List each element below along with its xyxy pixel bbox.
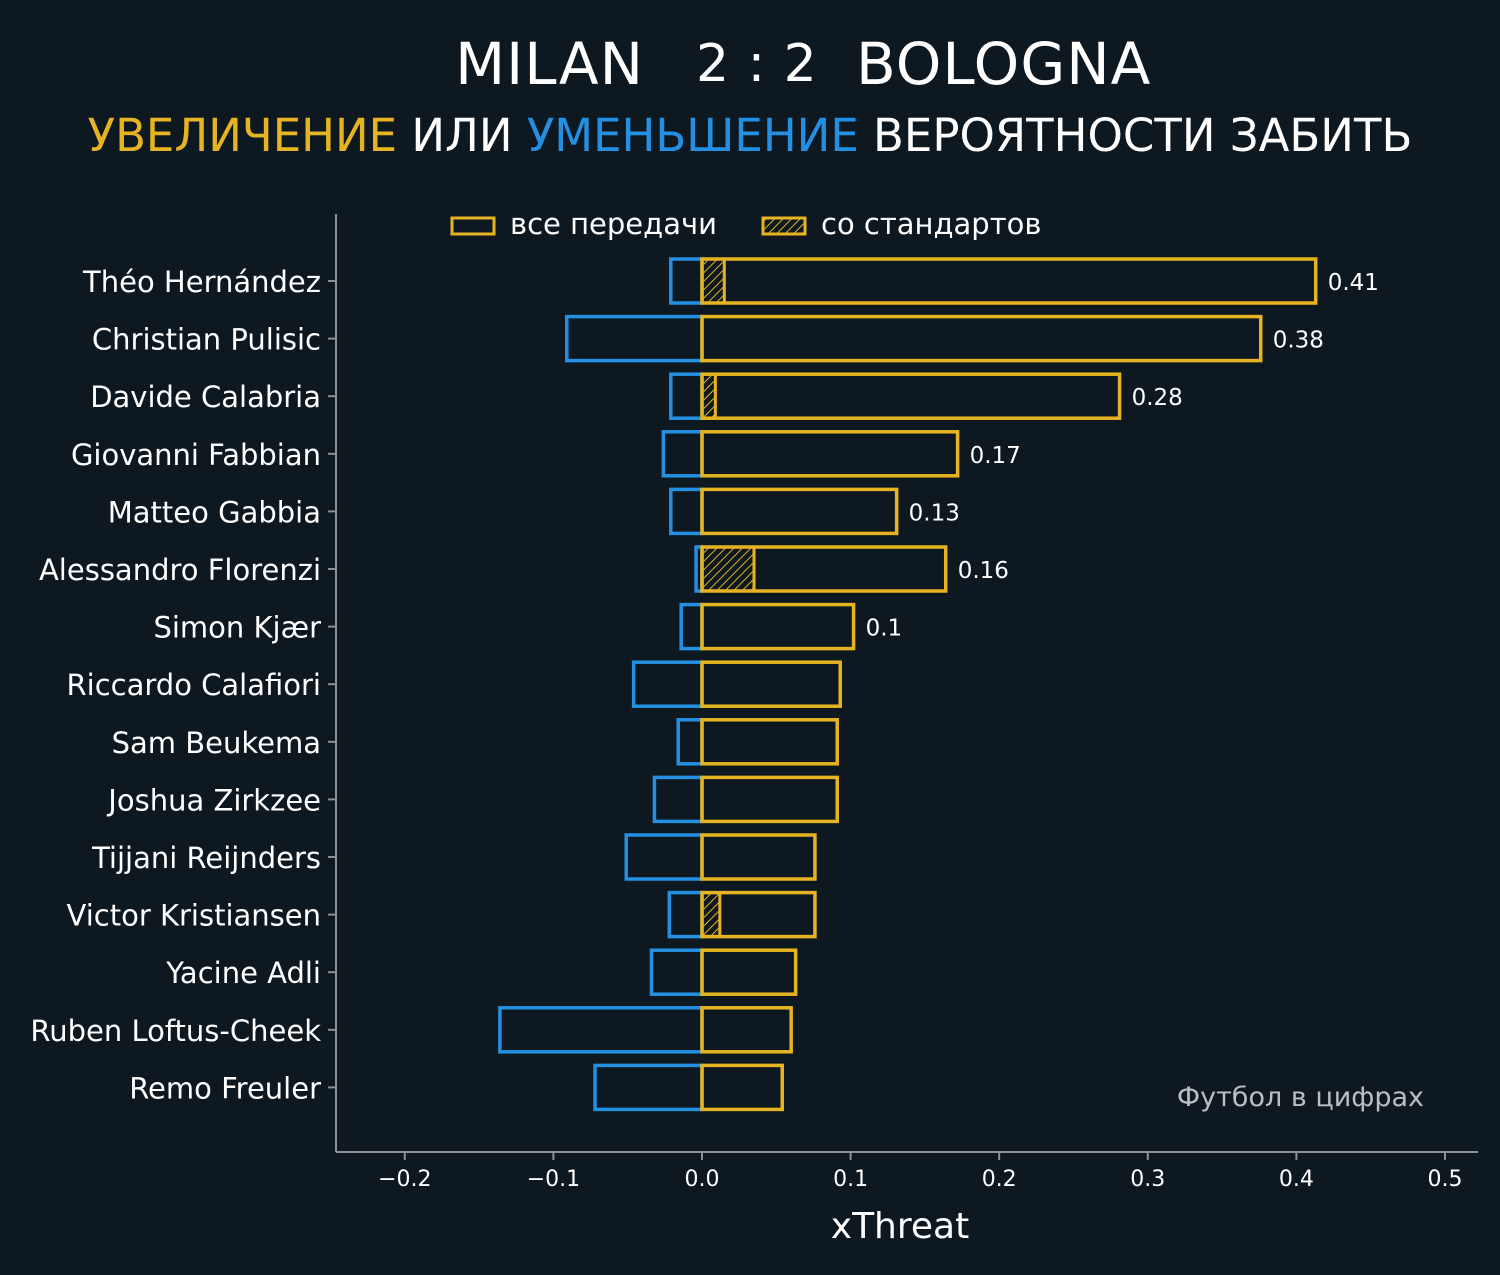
x-tick-label: 0.1: [833, 1167, 868, 1192]
increase-bar: [700, 430, 960, 478]
decrease-bar: [669, 372, 704, 420]
increase-bar: [700, 948, 798, 996]
decrease-bar: [669, 487, 704, 536]
decrease-bar: [652, 775, 704, 824]
increase-bar: [700, 1006, 793, 1054]
x-tick-label: 0.2: [982, 1167, 1017, 1192]
set-piece-bar: [700, 372, 717, 420]
subtitle-decrease: УМЕНЬШЕНИЕ: [526, 109, 859, 162]
decrease-bar: [667, 890, 704, 939]
player-label: Remo Freuler: [129, 1071, 321, 1105]
increase-bar: [700, 314, 1263, 363]
x-axis-label: xThreat: [831, 1206, 969, 1247]
player-label: Christian Pulisic: [92, 323, 321, 357]
player-label: Alessandro Florenzi: [39, 553, 321, 587]
player-label: Matteo Gabbia: [108, 495, 321, 529]
player-label: Tijjani Reijnders: [91, 841, 321, 875]
legend-label-set-pieces: со стандартов: [821, 207, 1041, 241]
x-tick-label: −0.2: [378, 1167, 431, 1192]
player-label: Giovanni Fabbian: [71, 438, 321, 472]
subtitle-rest: ВЕРОЯТНОСТИ ЗАБИТЬ: [858, 109, 1413, 162]
chart-bars: [498, 257, 1318, 1112]
player-label: Théo Hernández: [82, 265, 321, 299]
decrease-bar: [498, 1006, 704, 1054]
increase-bar: [700, 833, 817, 881]
x-tick-label: 0.0: [685, 1167, 720, 1192]
player-label: Davide Calabria: [90, 380, 321, 414]
decrease-bar: [676, 718, 704, 766]
increase-bar: [700, 545, 948, 593]
player-label: Ruben Loftus-Cheek: [30, 1014, 321, 1048]
subtitle-or: ИЛИ: [397, 109, 527, 162]
value-label: 0.1: [866, 616, 903, 642]
increase-bar: [700, 602, 856, 651]
set-piece-bar: [700, 891, 722, 939]
value-label: 0.28: [1132, 385, 1183, 411]
home-team: MILAN: [455, 30, 644, 98]
decrease-bar: [661, 430, 704, 478]
player-label: Riccardo Calafiori: [67, 668, 322, 702]
x-tick-label: −0.1: [527, 1167, 580, 1192]
chart-axes: −0.2 −0.1 0.0 0.1 0.2 0.3 0.4 0.5: [328, 214, 1478, 1192]
decrease-bar: [565, 314, 704, 363]
increase-bar: [700, 718, 839, 766]
decrease-bar: [593, 1063, 704, 1112]
value-label: 0.41: [1328, 270, 1379, 296]
chart-labels: Théo Hernández 0.41 Christian Pulisic 0.38 D…: [30, 265, 1379, 1105]
x-tick-label: 0.3: [1130, 1167, 1165, 1192]
set-piece-bar: [700, 545, 756, 593]
increase-bar: [700, 890, 817, 939]
increase-bar: [700, 775, 839, 824]
chart-subtitle: УВЕЛИЧЕНИЕ ИЛИ УМЕНЬШЕНИЕ ВЕРОЯТНОСТИ ЗА…: [0, 106, 1500, 166]
legend-swatch-hatched: [761, 216, 807, 236]
subtitle-increase: УВЕЛИЧЕНИЕ: [87, 109, 398, 162]
decrease-bar: [631, 660, 704, 708]
match-score: 2 : 2: [696, 34, 818, 94]
increase-bar: [700, 1063, 784, 1112]
value-label: 0.16: [958, 558, 1009, 584]
value-label: 0.38: [1273, 328, 1324, 354]
x-tick-label: 0.5: [1428, 1167, 1463, 1192]
decrease-bar: [624, 833, 704, 881]
decrease-bar: [649, 948, 704, 996]
increase-bar: [700, 257, 1318, 305]
player-label: Joshua Zirkzee: [106, 783, 321, 817]
player-label: Victor Kristiansen: [67, 899, 321, 933]
increase-bar: [700, 372, 1122, 420]
away-team: BOLOGNA: [856, 30, 1152, 98]
legend-swatch-outline: [450, 216, 496, 236]
increase-bar: [700, 660, 842, 708]
set-piece-bar: [700, 257, 726, 305]
player-label: Simon Kjær: [153, 611, 321, 645]
value-label: 0.17: [970, 443, 1021, 469]
chart-legend: все передачи со стандартов: [450, 207, 1041, 241]
x-tick-label: 0.4: [1279, 1167, 1314, 1192]
legend-label-all-passes: все передачи: [510, 207, 717, 241]
watermark: Футбол в цифрах: [1177, 1082, 1424, 1113]
player-label: Yacine Adli: [165, 956, 321, 990]
match-title: MILAN 2 : 2 BOLOGNA: [0, 28, 1500, 100]
increase-bar: [700, 487, 899, 536]
player-label: Sam Beukema: [112, 726, 321, 760]
value-label: 0.13: [909, 500, 960, 526]
decrease-bar: [679, 602, 704, 651]
decrease-bar: [669, 257, 704, 305]
